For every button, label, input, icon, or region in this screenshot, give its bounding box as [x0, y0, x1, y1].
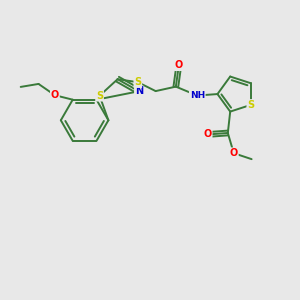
- Text: O: O: [51, 90, 59, 100]
- Text: S: S: [134, 77, 141, 87]
- Text: O: O: [230, 148, 238, 158]
- Text: O: O: [175, 60, 183, 70]
- Text: S: S: [247, 100, 254, 110]
- Text: O: O: [203, 130, 212, 140]
- Text: N: N: [135, 86, 143, 96]
- Text: NH: NH: [190, 91, 205, 100]
- Text: S: S: [96, 91, 103, 101]
